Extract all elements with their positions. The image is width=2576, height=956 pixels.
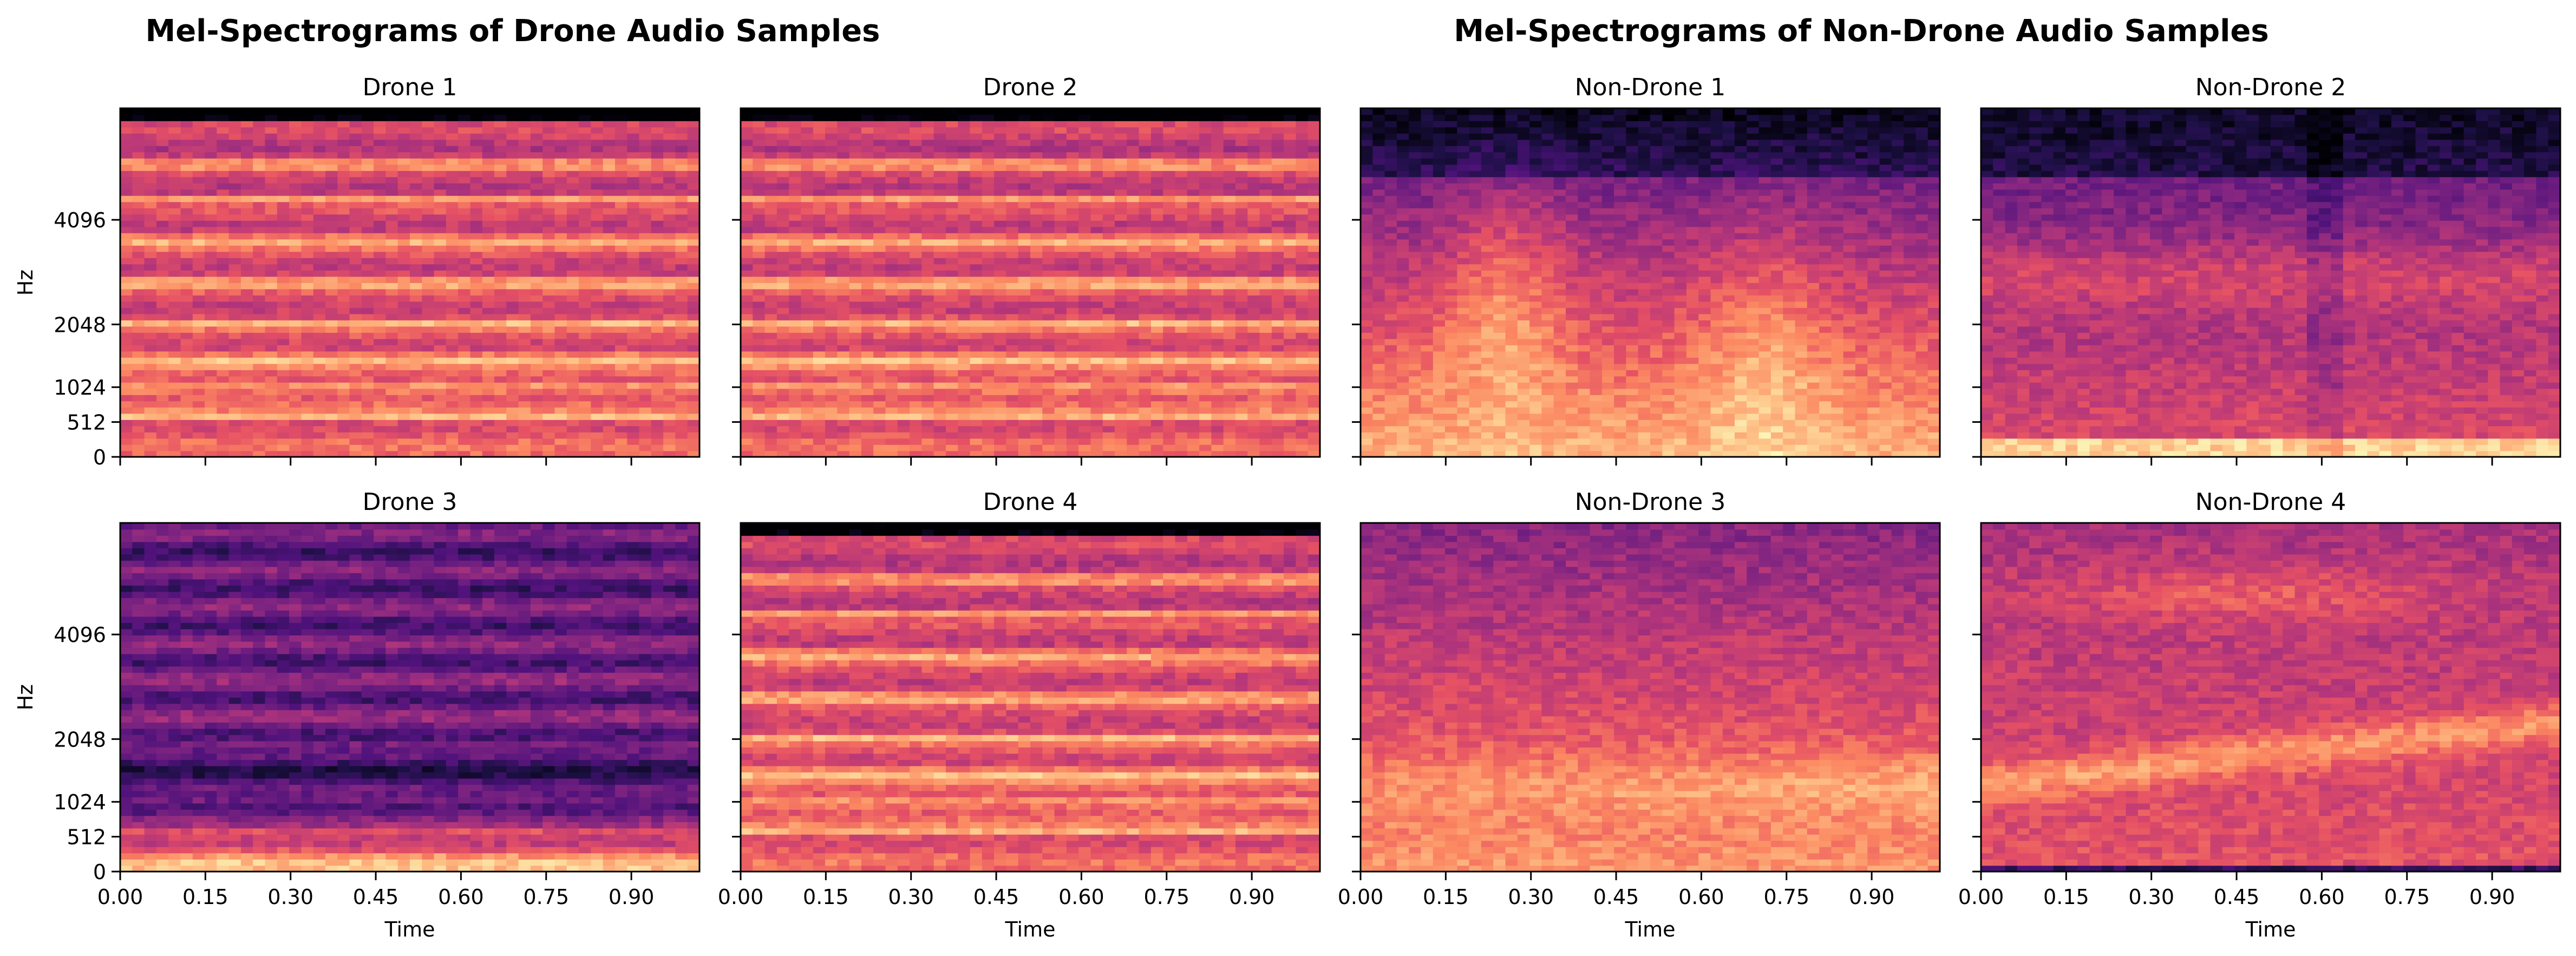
x-tick-label: 0.30 xyxy=(267,885,313,909)
x-axis-label: Time xyxy=(1625,918,1676,941)
spectrogram-image xyxy=(741,523,1320,872)
spectrogram-image xyxy=(741,108,1320,457)
panel-title: Non-Drone 4 xyxy=(2195,488,2346,516)
spectrogram-image xyxy=(120,108,700,457)
panel-title: Non-Drone 3 xyxy=(1575,488,1725,516)
panel-non-drone-1: Non-Drone 1 xyxy=(1352,74,1940,466)
x-tick-label: 0.15 xyxy=(803,885,849,909)
panel-non-drone-3: Non-Drone 3 0.00 0.15 0.30 0.45 0.60 0.75 0.90 T… xyxy=(1338,488,1940,941)
x-tick-label: 0.90 xyxy=(1849,885,1895,909)
spectrogram-image xyxy=(1361,523,1940,872)
x-tick-label: 0.45 xyxy=(2214,885,2260,909)
x-tick-label: 0.15 xyxy=(182,885,228,909)
panel-title: Non-Drone 1 xyxy=(1575,74,1725,101)
x-tick-label: 0.60 xyxy=(1058,885,1104,909)
x-tick-label: 0.75 xyxy=(1763,885,1809,909)
spectrogram-image xyxy=(1981,523,2561,872)
x-tick-label: 0.30 xyxy=(2128,885,2174,909)
x-tick-label: 0.60 xyxy=(438,885,484,909)
x-tick-label: 0.75 xyxy=(1143,885,1189,909)
y-axis-label: Hz xyxy=(14,684,37,711)
panel-title: Non-Drone 2 xyxy=(2195,74,2346,101)
y-tick-label: 0 xyxy=(93,860,106,884)
x-tick-label: 0.45 xyxy=(1593,885,1639,909)
x-tick-label: 0.60 xyxy=(2299,885,2345,909)
panel-non-drone-2: Non-Drone 2 xyxy=(1972,74,2561,466)
y-tick-label: 4096 xyxy=(54,208,106,232)
x-tick-label: 0.30 xyxy=(1508,885,1554,909)
y-tick-label: 4096 xyxy=(54,623,106,647)
x-axis-label: Time xyxy=(2245,918,2296,941)
panel-title: Drone 3 xyxy=(363,488,457,516)
panel-non-drone-4: Non-Drone 4 0.00 0.15 0.30 0.45 0.60 0.75 0.90 T… xyxy=(1958,488,2561,941)
x-tick-label: 0.45 xyxy=(973,885,1019,909)
panel-title: Drone 1 xyxy=(363,74,457,101)
x-tick-label: 0.60 xyxy=(1678,885,1724,909)
x-tick-label: 0.90 xyxy=(609,885,655,909)
spectrogram-image xyxy=(120,523,700,872)
x-tick-label: 0.15 xyxy=(2043,885,2089,909)
x-tick-label: 0.90 xyxy=(2469,885,2515,909)
x-tick-label: 0.75 xyxy=(2384,885,2430,909)
y-tick-label: 1024 xyxy=(54,376,106,400)
y-tick-label: 0 xyxy=(93,446,106,469)
panel-drone-1: Drone 1 0 512 1024 2048 4096 Hz xyxy=(14,74,700,469)
x-tick-label: 0.30 xyxy=(888,885,934,909)
x-tick-label: 0.00 xyxy=(718,885,764,909)
panel-drone-2: Drone 2 xyxy=(732,74,1320,466)
y-axis-label: Hz xyxy=(14,270,37,296)
y-tick-label: 1024 xyxy=(54,790,106,814)
x-tick-label: 0.45 xyxy=(353,885,399,909)
x-tick-label: 0.00 xyxy=(1338,885,1384,909)
x-tick-label: 0.00 xyxy=(1958,885,2004,909)
spectrogram-image xyxy=(1361,108,1940,457)
panel-drone-3: Drone 3 0 512 1024 2048 4096 Hz 0.00 0.15 0.30 0.4… xyxy=(14,488,700,941)
y-tick-label: 512 xyxy=(67,411,106,435)
x-axis-label: Time xyxy=(384,918,435,941)
y-tick-label: 2048 xyxy=(54,728,106,751)
x-tick-label: 0.15 xyxy=(1423,885,1469,909)
x-axis-label: Time xyxy=(1005,918,1056,941)
y-tick-label: 512 xyxy=(67,826,106,849)
panel-title: Drone 4 xyxy=(983,488,1078,516)
spectrogram-image xyxy=(1981,108,2561,457)
y-tick-label: 2048 xyxy=(54,313,106,337)
x-tick-label: 0.90 xyxy=(1229,885,1275,909)
x-tick-label: 0.75 xyxy=(523,885,569,909)
panel-title: Drone 2 xyxy=(983,74,1078,101)
panel-drone-4: Drone 4 0.00 0.15 0.30 0.45 0.60 0.75 0.90 Time xyxy=(718,488,1320,941)
x-tick-label: 0.00 xyxy=(97,885,143,909)
